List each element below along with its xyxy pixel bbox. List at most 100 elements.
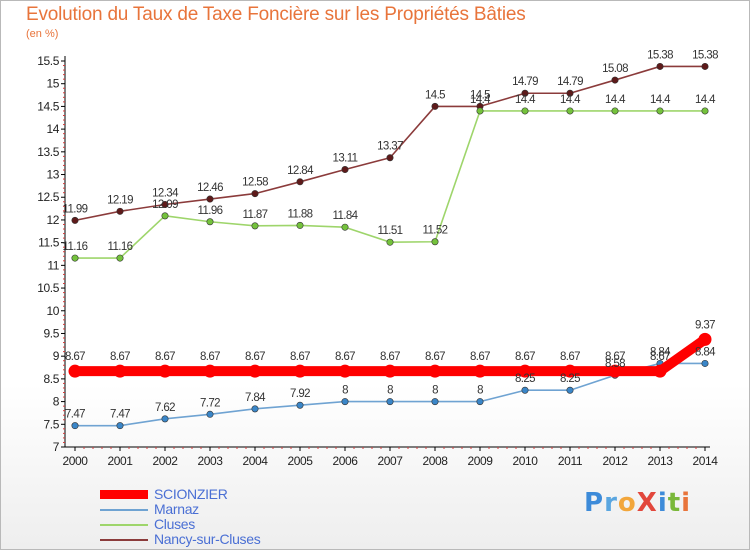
- data-point: [608, 364, 622, 378]
- series-cluses: [71, 107, 709, 262]
- data-label: 8: [387, 385, 393, 397]
- data-point: [518, 364, 532, 378]
- data-point: [341, 166, 349, 174]
- data-point: [296, 401, 304, 409]
- data-point: [116, 254, 124, 262]
- data-label: 12.34: [152, 188, 179, 200]
- data-point: [206, 410, 214, 418]
- data-label: 13.37: [377, 141, 403, 153]
- data-label: 14.79: [557, 76, 583, 88]
- x-tick-label: 2005: [287, 454, 313, 468]
- data-point: [71, 216, 79, 224]
- data-label: 12.46: [197, 182, 223, 194]
- y-tick-label: 9.5: [44, 326, 60, 340]
- x-tick-label: 2010: [512, 454, 538, 468]
- data-label: 14.4: [560, 94, 581, 106]
- chart-title: Evolution du Taux de Taxe Foncière sur l…: [26, 4, 526, 25]
- x-tick-label: 2009: [467, 454, 493, 468]
- data-label: 7.92: [290, 388, 310, 400]
- logo-letter: r: [604, 488, 618, 518]
- data-point: [656, 62, 664, 70]
- data-label: 8.84: [695, 346, 716, 358]
- data-point: [248, 364, 262, 378]
- y-tick-label: 12.5: [37, 190, 59, 204]
- data-label: 14.4: [695, 94, 716, 106]
- data-label: 8.67: [65, 351, 85, 363]
- data-label: 14.4: [515, 94, 536, 106]
- data-point: [116, 422, 124, 430]
- y-tick-label: 7.5: [44, 417, 60, 431]
- data-label: 11.51: [378, 225, 403, 237]
- y-tick-label: 14.5: [37, 99, 59, 113]
- data-point: [386, 238, 394, 246]
- data-point: [476, 398, 484, 406]
- data-point: [161, 415, 169, 423]
- data-point: [563, 364, 577, 378]
- logo-letter: i: [657, 488, 668, 518]
- data-point: [431, 238, 439, 246]
- proxiti-logo: ProXiti: [584, 488, 691, 518]
- data-label: 11.96: [198, 205, 223, 217]
- data-label: 7.47: [110, 409, 130, 421]
- y-tick-label: 10.5: [37, 281, 59, 295]
- logo-letter: P: [584, 488, 605, 518]
- data-point: [383, 364, 397, 378]
- data-label: 14.4: [650, 94, 671, 106]
- data-point: [476, 107, 484, 115]
- x-tick-label: 2013: [647, 454, 673, 468]
- data-label: 11.99: [63, 203, 88, 215]
- data-point: [161, 201, 169, 209]
- data-label: 11.16: [63, 241, 88, 253]
- data-label: 8.67: [110, 351, 130, 363]
- data-point: [473, 364, 487, 378]
- data-label: 14.5: [470, 89, 490, 101]
- x-tick-label: 2001: [107, 454, 133, 468]
- data-point: [656, 107, 664, 115]
- data-label: 14.5: [425, 89, 445, 101]
- data-point: [698, 332, 712, 346]
- data-point: [251, 405, 259, 413]
- data-label: 8.67: [605, 351, 625, 363]
- data-label: 13.11: [333, 153, 358, 165]
- data-label: 11.52: [423, 225, 448, 237]
- data-point: [338, 364, 352, 378]
- logo-letter: i: [681, 488, 692, 518]
- data-point: [611, 76, 619, 84]
- data-point: [341, 398, 349, 406]
- data-label: 8.67: [470, 351, 490, 363]
- data-point: [566, 386, 574, 394]
- legend-label: Cluses: [154, 516, 195, 532]
- data-label: 15.08: [602, 63, 628, 75]
- data-point: [611, 107, 619, 115]
- logo-letter: o: [617, 488, 637, 518]
- x-tick-label: 2007: [377, 454, 403, 468]
- series-scionzier: [68, 332, 712, 378]
- data-point: [566, 89, 574, 97]
- logo-letter: X: [636, 488, 658, 518]
- y-tick-label: 11: [47, 258, 59, 272]
- data-point: [161, 212, 169, 220]
- data-label: 11.87: [243, 209, 268, 221]
- data-label: 8.67: [155, 351, 175, 363]
- data-point: [68, 364, 82, 378]
- data-point: [341, 223, 349, 231]
- y-tick-label: 15.5: [37, 54, 59, 68]
- data-label: 12.84: [287, 165, 314, 177]
- data-label: 12.58: [242, 177, 268, 189]
- data-label: 8.58: [605, 358, 625, 370]
- data-label: 8.67: [200, 351, 220, 363]
- legend-swatch: [100, 490, 148, 499]
- logo-letter: t: [667, 488, 682, 518]
- data-point: [203, 364, 217, 378]
- data-point: [386, 154, 394, 162]
- data-label: 8.25: [560, 373, 580, 385]
- data-point: [521, 89, 529, 97]
- y-tick-label: 15: [46, 77, 59, 91]
- x-tick-label: 2014: [692, 454, 718, 468]
- data-point: [521, 386, 529, 394]
- data-point: [251, 190, 259, 198]
- data-label: 8.67: [290, 351, 310, 363]
- data-label: 8.67: [515, 351, 535, 363]
